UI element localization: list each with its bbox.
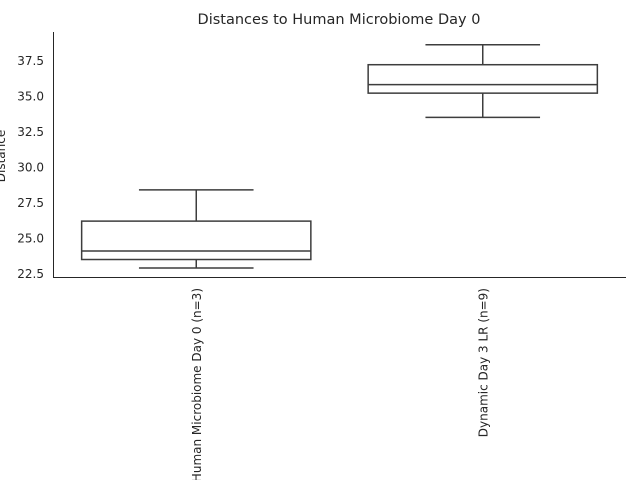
x-tick-label: Human Microbiome Day 0 (n=3) (190, 288, 204, 480)
boxes-group (80, 44, 599, 269)
box-1 (80, 189, 312, 269)
y-axis-label: Distance (0, 130, 8, 182)
box-2 (367, 44, 599, 119)
y-tick-label: 27.5 (17, 196, 44, 210)
y-tick-label: 30.0 (17, 161, 44, 175)
chart-title: Distances to Human Microbiome Day 0 (198, 12, 481, 28)
x-axis-tick-labels: Human Microbiome Day 0 (n=3) Dynamic Day … (190, 288, 491, 480)
y-tick-label: 25.0 (17, 232, 44, 246)
y-tick-label: 35.0 (17, 89, 44, 103)
iqr-box (80, 220, 312, 261)
y-tick-label: 37.5 (17, 54, 44, 68)
y-axis-ticks: 22.5 25.0 27.5 30.0 32.5 35.0 37.5 (17, 54, 44, 281)
iqr-box (367, 63, 599, 94)
y-tick-label: 32.5 (17, 125, 44, 139)
y-tick-label: 22.5 (17, 267, 44, 281)
x-tick-label: Dynamic Day 3 LR (n=9) (476, 288, 490, 437)
